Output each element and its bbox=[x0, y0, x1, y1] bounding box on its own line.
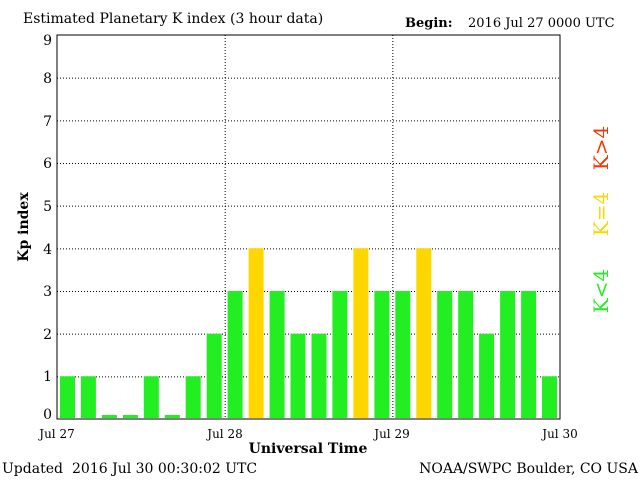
begin-value: 2016 Jul 27 0000 UTC bbox=[468, 16, 615, 31]
kp-bar bbox=[227, 291, 243, 418]
y-tick-label: 4 bbox=[43, 242, 52, 258]
x-tick-label: Jul 29 bbox=[372, 427, 409, 441]
bar-series bbox=[60, 248, 557, 418]
y-tick-label: 9 bbox=[43, 33, 52, 49]
y-tick-label: 3 bbox=[43, 284, 52, 300]
kp-bar bbox=[248, 248, 264, 418]
y-tick-label: 8 bbox=[43, 71, 52, 87]
updated-label: Updated bbox=[2, 461, 63, 477]
chart-title: Estimated Planetary K index (3 hour data… bbox=[23, 11, 323, 27]
kp-bar bbox=[311, 333, 327, 418]
x-tick-labels: Jul 27 Jul 28 Jul 29 Jul 30 bbox=[37, 427, 577, 441]
kp-bar bbox=[269, 291, 285, 418]
plot-frame bbox=[56, 34, 561, 420]
kp-bar bbox=[374, 291, 390, 418]
kp-bar bbox=[521, 291, 537, 418]
x-tick-label: Jul 28 bbox=[205, 427, 242, 441]
y-tick-label: 7 bbox=[43, 114, 52, 130]
kp-bar bbox=[80, 376, 96, 418]
legend-item-equal-4: K=4 bbox=[589, 192, 613, 236]
kp-bar bbox=[332, 291, 348, 418]
kp-bar bbox=[353, 248, 369, 418]
kp-bar bbox=[437, 291, 453, 418]
updated-value: 2016 Jul 30 00:30:02 UTC bbox=[72, 461, 257, 477]
kp-bar bbox=[395, 291, 411, 418]
kp-bar bbox=[542, 376, 557, 418]
y-axis-label: Kp index bbox=[16, 192, 32, 262]
begin-label: Begin: bbox=[405, 16, 453, 31]
kp-bar bbox=[101, 415, 117, 418]
kp-bar bbox=[143, 376, 159, 418]
kp-bar bbox=[206, 333, 222, 418]
y-tick-label: 0 bbox=[43, 407, 52, 423]
kp-bar bbox=[164, 415, 180, 418]
legend-item-above-4: K>4 bbox=[589, 126, 613, 170]
y-tick-label: 5 bbox=[43, 199, 52, 215]
kp-bar bbox=[60, 376, 75, 418]
legend-item-below-4: K<4 bbox=[589, 269, 613, 313]
y-tick-label: 6 bbox=[43, 156, 52, 172]
x-axis-label: Universal Time bbox=[249, 441, 368, 457]
kp-bar bbox=[479, 333, 495, 418]
source-credit: NOAA/SWPC Boulder, CO USA bbox=[419, 461, 639, 477]
kp-bar bbox=[500, 291, 516, 418]
kp-bar bbox=[290, 333, 306, 418]
y-tick-label: 2 bbox=[43, 327, 52, 343]
plot-area bbox=[56, 34, 561, 420]
kp-bar bbox=[122, 415, 138, 418]
kp-bar bbox=[416, 248, 432, 418]
gridlines bbox=[57, 35, 560, 419]
x-tick-label: Jul 30 bbox=[540, 427, 577, 441]
y-tick-labels: 0 1 2 3 4 5 6 7 8 9 bbox=[43, 33, 52, 423]
kp-bar bbox=[185, 376, 201, 418]
y-tick-label: 1 bbox=[43, 369, 52, 385]
kp-bar bbox=[458, 291, 474, 418]
legend: K<4 K=4 K>4 bbox=[589, 126, 613, 313]
x-tick-label: Jul 27 bbox=[37, 427, 74, 441]
